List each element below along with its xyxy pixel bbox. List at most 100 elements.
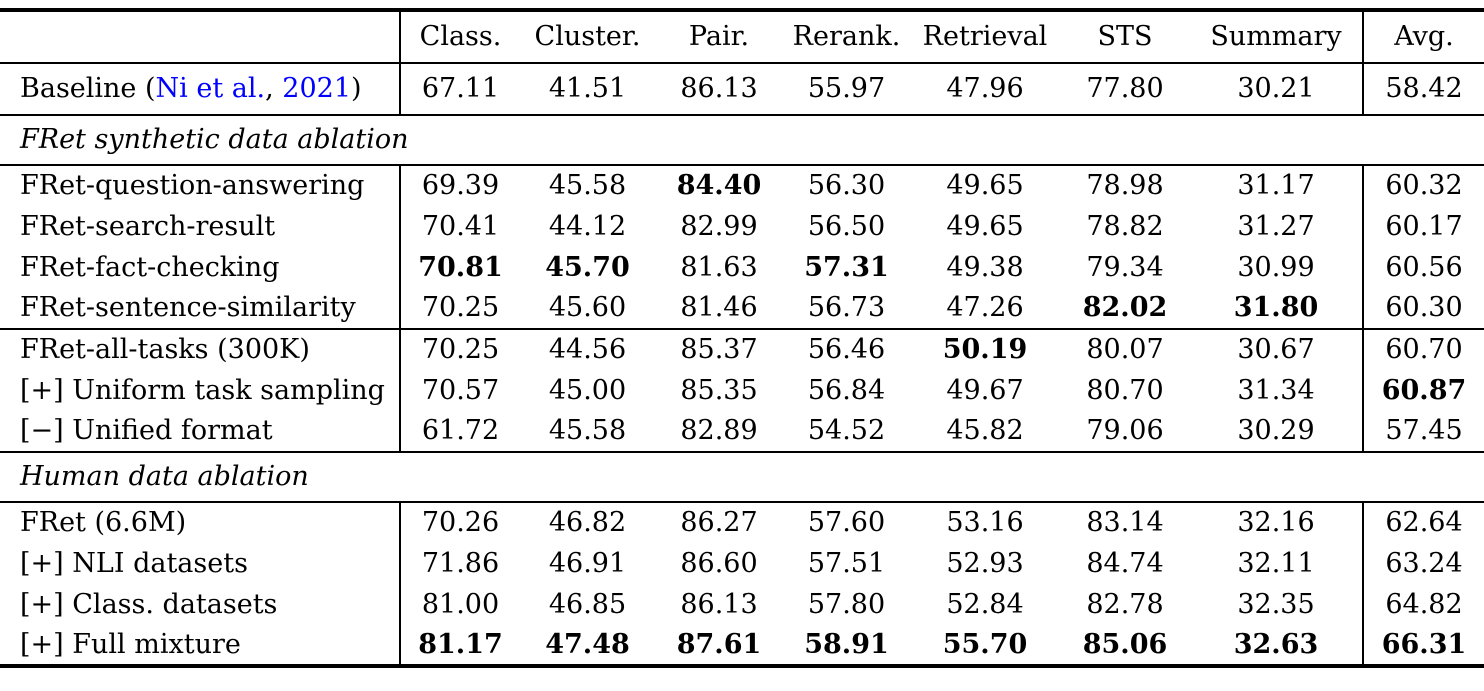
metric-cell: 86.27 — [655, 501, 783, 543]
metric-cell: 32.35 — [1237, 588, 1315, 620]
metric-cell: 66.31 — [1362, 625, 1484, 666]
metric-cell: 45.82 — [946, 415, 1024, 446]
row-label: [+] Uniform task sampling — [0, 370, 401, 411]
metric-cell: 31.80 — [1233, 292, 1319, 323]
table-row: FRet (6.6M) 70.26 46.82 86.27 57.60 53.16 83.1… — [0, 501, 1484, 543]
metric-cell: 60.17 — [1362, 206, 1484, 247]
metric-cell: 69.39 — [400, 164, 520, 206]
metric-cell: 82.78 — [1086, 588, 1164, 620]
row-label: FRet-search-result — [0, 206, 401, 247]
metric-cell: 77.80 — [1086, 73, 1164, 104]
metric-cell: 84.40 — [655, 164, 783, 206]
row-label: FRet-fact-checking — [0, 247, 401, 288]
metric-cell: 30.29 — [1237, 415, 1315, 446]
metric-cell: 81.00 — [421, 588, 500, 620]
metric-cell: 57.31 — [804, 251, 889, 283]
citation-link[interactable]: 2021 — [282, 73, 351, 104]
label-text: , — [265, 73, 283, 104]
row-label: FRet-sentence-similarity — [0, 288, 401, 329]
metric-cell: 82.89 — [680, 415, 758, 446]
metric-cell: 30.67 — [1190, 328, 1363, 370]
column-header-clustering: Cluster. — [520, 10, 655, 64]
metric-cell: 31.17 — [1190, 164, 1363, 206]
row-label: [−] Unified format — [0, 411, 401, 452]
table-row: [+] Uniform task sampling 70.57 45.00 85.35… — [0, 370, 1484, 411]
row-label: FRet-all-tasks (300K) — [0, 328, 401, 370]
column-header-sts: STS — [1060, 10, 1190, 64]
metric-cell: 45.00 — [548, 374, 627, 406]
metric-cell: 50.19 — [910, 328, 1060, 370]
table-row: [−] Unified format 61.72 45.58 82.89 54.52 45… — [0, 411, 1484, 452]
table-row: Baseline (Ni et al., 2021) 67.11 41.51 86.1… — [0, 63, 1484, 115]
metric-cell: 57.60 — [783, 501, 910, 543]
label-text: Baseline ( — [20, 73, 156, 104]
metric-cell: 60.30 — [1362, 288, 1484, 329]
metric-cell: 81.46 — [680, 292, 758, 323]
table-row: FRet-fact-checking 70.81 45.70 81.63 57.31 49… — [0, 247, 1484, 288]
metric-cell: 86.13 — [680, 588, 758, 620]
metric-cell: 30.21 — [1237, 73, 1315, 104]
metric-cell: 57.45 — [1362, 411, 1484, 452]
metric-cell: 80.70 — [1086, 374, 1164, 406]
section-title: FRet synthetic data ablation — [0, 114, 1484, 165]
row-label: [+] Class. datasets — [0, 584, 401, 625]
metric-cell: 85.35 — [680, 374, 758, 406]
metric-cell: 46.85 — [548, 588, 627, 620]
metric-cell: 70.41 — [421, 210, 500, 242]
metric-cell: 46.82 — [520, 501, 655, 543]
metric-cell: 47.48 — [545, 628, 630, 660]
metric-cell: 81.63 — [680, 251, 758, 283]
metric-cell: 62.64 — [1362, 501, 1484, 543]
metric-cell: 57.80 — [807, 588, 886, 620]
metric-cell: 82.99 — [680, 210, 758, 242]
metric-cell: 56.46 — [783, 328, 910, 370]
metric-cell: 79.34 — [1086, 251, 1164, 283]
metric-cell: 44.12 — [548, 210, 627, 242]
metric-cell: 87.61 — [676, 628, 762, 660]
metric-cell: 84.74 — [1086, 547, 1164, 579]
column-header-reranking: Rerank. — [783, 10, 910, 64]
column-header-pair: Pair. — [655, 10, 783, 64]
metric-cell: 47.96 — [946, 73, 1024, 104]
metric-cell: 61.72 — [421, 415, 500, 446]
column-header-avg: Avg. — [1362, 10, 1484, 64]
metric-cell: 49.67 — [946, 374, 1024, 406]
citation-link[interactable]: Ni et al. — [155, 73, 266, 104]
metric-cell: 56.30 — [783, 164, 910, 206]
metric-cell: 86.13 — [680, 73, 758, 104]
metric-cell: 86.60 — [680, 547, 758, 579]
metric-cell: 57.51 — [807, 547, 886, 579]
metric-cell: 45.58 — [520, 164, 655, 206]
label-text: ) — [351, 73, 362, 104]
metric-cell: 60.56 — [1362, 247, 1484, 288]
row-label: FRet-question-answering — [0, 164, 401, 206]
metric-cell: 41.51 — [548, 73, 627, 104]
table-row: [+] Full mixture 81.17 47.48 87.61 58.91 55.7… — [0, 625, 1484, 666]
metric-cell: 70.25 — [400, 328, 520, 370]
metric-cell: 54.52 — [807, 415, 886, 446]
metric-cell: 83.14 — [1060, 501, 1190, 543]
column-header-summary: Summary — [1190, 10, 1363, 64]
metric-cell: 47.26 — [946, 292, 1024, 323]
header-row: Class. Cluster. Pair. Rerank. Retrieval … — [0, 10, 1484, 64]
metric-cell: 32.16 — [1190, 501, 1363, 543]
row-label: [+] NLI datasets — [0, 543, 401, 584]
metric-cell: 32.63 — [1233, 628, 1319, 660]
metric-cell: 60.87 — [1362, 370, 1484, 411]
metric-cell: 81.17 — [418, 628, 503, 660]
metric-cell: 70.26 — [400, 501, 520, 543]
metric-cell: 52.84 — [946, 588, 1024, 620]
table-row: FRet-all-tasks (300K) 70.25 44.56 85.37 56.4… — [0, 328, 1484, 370]
metric-cell: 79.06 — [1086, 415, 1164, 446]
metric-cell: 30.99 — [1237, 251, 1315, 283]
metric-cell: 78.82 — [1086, 210, 1164, 242]
section-header-row: Human data ablation — [0, 451, 1484, 502]
metric-cell: 78.98 — [1060, 164, 1190, 206]
metric-cell: 49.38 — [946, 251, 1024, 283]
row-label: [+] Full mixture — [0, 625, 401, 666]
metric-cell: 52.93 — [946, 547, 1024, 579]
metric-cell: 70.25 — [421, 292, 500, 323]
metric-cell: 32.11 — [1237, 547, 1315, 579]
metric-cell: 49.65 — [946, 210, 1024, 242]
table-row: [+] NLI datasets 71.86 46.91 86.60 57.51 52.9… — [0, 543, 1484, 584]
